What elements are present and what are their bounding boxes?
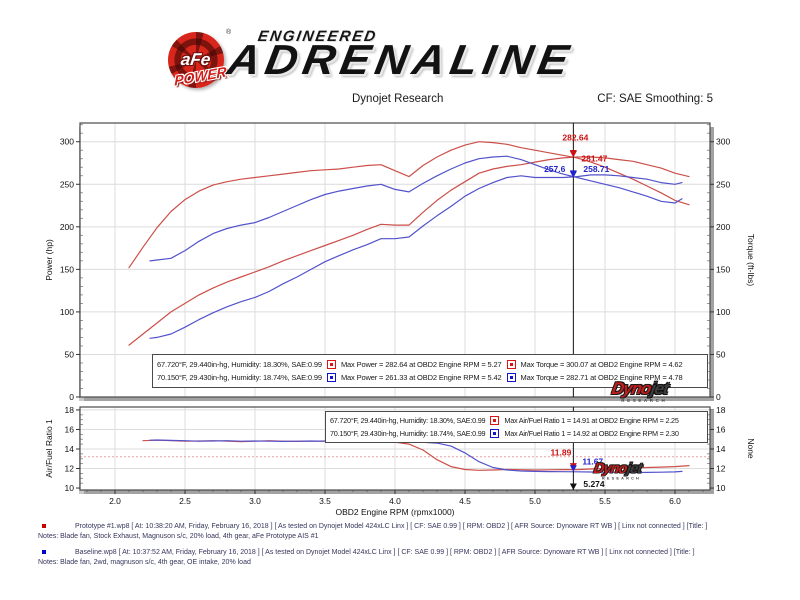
series-marker-blue [326,373,336,382]
afr-chart-legend: 67.720°F, 29.440in-hg, Humidity: 18.30%,… [325,411,708,443]
watermark-research: RESEARCH [601,476,642,481]
legend-row-baseline: 70.150°F, 29.430in-hg, Humidity: 18.74%,… [330,428,703,438]
callout-arrow [569,465,577,472]
y-tick-label: 250 [60,179,74,189]
x-tick-label: 4.0 [389,496,401,506]
series-marker-blue [490,428,500,438]
run-entry-baseline: Baseline.wp8 [ At: 10:37:52 AM, Friday, … [30,548,778,568]
callout-label: 282.64 [562,132,588,142]
run-notes: Notes: Blade fan, Stock Exhaust, Magnuso… [38,533,319,541]
legend-row-baseline: 70.150°F, 29.430in-hg, Humidity: 18.74%,… [157,373,703,382]
y-tick-label: 100 [60,307,74,317]
callout-label: 11.89 [551,448,572,458]
run-entry-prototype: Prototype #1.wp8 [ At: 10:38:20 AM, Frid… [30,522,778,542]
afe-logo: aFe [168,32,224,88]
legend-row-prototype: 67.720°F, 29.440in-hg, Humidity: 18.30%,… [157,360,703,369]
legend-row-prototype: 67.720°F, 29.440in-hg, Humidity: 18.30%,… [330,416,703,426]
y-tick-label: 16 [716,424,726,434]
watermark-jet: jet [648,379,670,398]
x-tick-label: 5.5 [599,496,611,506]
watermark-research: RESEARCH [621,398,668,403]
x-tick-label: 3.5 [319,496,331,506]
dynojet-watermark: Dynojet RESEARCH [592,460,643,481]
max-torque-value: Max Torque = 282.71 at OBD2 Engine RPM =… [520,373,683,382]
callout-label: 5.274 [583,479,605,489]
env-conditions: 67.720°F, 29.440in-hg, Humidity: 18.30%,… [330,416,486,426]
x-axis-title: OBD2 Engine RPM (rpmx1000) [335,507,454,517]
main-chart-legend: 67.720°F, 29.440in-hg, Humidity: 18.30%,… [152,354,708,388]
brand-adrenaline: ADRENALINE [224,36,578,83]
y-tick-label: 200 [716,222,730,232]
watermark-dyno: Dyno [610,379,653,398]
y-tick-label: 100 [716,307,730,317]
run-file-info: Baseline.wp8 [ At: 10:37:52 AM, Friday, … [75,549,695,557]
x-tick-label: 4.5 [459,496,471,506]
y-tick-label: 10 [716,483,726,493]
x-tick-label: 2.5 [179,496,191,506]
series-marker-blue [506,373,516,382]
correction-factor-label: CF: SAE Smoothing: 5 [597,93,713,105]
series-marker-red [326,360,336,369]
y-tick-label: 200 [60,222,74,232]
registered-mark: ® [226,29,232,36]
run-info-footer: Prototype #1.wp8 [ At: 10:38:20 AM, Frid… [30,522,778,575]
y-tick-label: 0 [69,392,74,402]
dynojet-research-label: Dynojet Research [352,93,444,105]
x-tick-label: 6.0 [669,496,681,506]
y-tick-label: 14 [716,444,726,454]
series-prototype-1-power-hp- [128,156,690,346]
callout-label: 257.6 [544,164,566,174]
y-tick-label: 18 [716,405,726,415]
run-bullet-red [42,524,46,528]
y-tick-label: 300 [716,137,730,147]
left-axis-title: Power (hp) [44,239,54,281]
series-prototype-1-torque-ft-lbs- [128,141,690,269]
series-marker-red [490,416,500,426]
x-tick-label: 5.0 [529,496,541,506]
left-axis-title: Air/Fuel Ratio 1 [44,419,54,478]
y-tick-label: 50 [65,349,75,359]
callout-arrow [569,170,577,177]
max-afr-value: Max Air/Fuel Ratio 1 = 14.92 at OBD2 Eng… [504,428,679,438]
run-bullet-blue [42,550,46,555]
y-tick-label: 300 [60,137,74,147]
y-tick-label: 10 [65,483,75,493]
y-tick-label: 250 [716,179,730,189]
y-tick-label: 150 [60,264,74,274]
env-conditions: 70.150°F, 29.430in-hg, Humidity: 18.74%,… [330,428,486,438]
max-afr-value: Max Air/Fuel Ratio 1 = 14.91 at OBD2 Eng… [504,416,679,426]
env-conditions: 70.150°F, 29.430in-hg, Humidity: 18.74%,… [157,373,322,382]
y-tick-label: 0 [716,392,721,402]
y-tick-label: 150 [716,264,730,274]
series-marker-red [506,360,516,369]
series-baseline-torque-ft-lbs- [149,155,683,262]
y-tick-label: 18 [65,405,75,415]
callout-arrow [569,483,577,490]
series-baseline-power-hp- [149,174,683,339]
max-torque-value: Max Torque = 300.07 at OBD2 Engine RPM =… [520,360,683,369]
max-power-value: Max Power = 261.33 at OBD2 Engine RPM = … [340,373,502,382]
run-file-info: Prototype #1.wp8 [ At: 10:38:20 AM, Frid… [75,523,708,530]
watermark-dyno: Dyno [592,460,629,477]
y-tick-label: 50 [716,349,726,359]
y-tick-label: 12 [716,464,726,474]
x-tick-label: 2.0 [109,496,121,506]
callout-label: 258.71 [583,164,609,174]
y-tick-label: 14 [65,444,75,454]
x-tick-label: 3.0 [249,496,261,506]
callout-label: 11.67 [582,457,603,467]
max-power-value: Max Power = 282.64 at OBD2 Engine RPM = … [340,360,502,369]
y-tick-label: 16 [65,424,75,434]
run-notes: Notes: Blade fan, 2wd, magnuson s/c, 4th… [38,559,251,567]
dynojet-watermark: Dynojet RESEARCH [610,379,670,404]
watermark-jet: jet [625,460,643,477]
right-axis-title: None [746,438,756,459]
right-axis-title: Torque (ft-lbs) [746,234,756,287]
env-conditions: 67.720°F, 29.440in-hg, Humidity: 18.30%,… [157,360,322,369]
y-tick-label: 12 [65,464,75,474]
callout-arrow [569,150,577,158]
callout-label: 281.47 [581,153,607,163]
